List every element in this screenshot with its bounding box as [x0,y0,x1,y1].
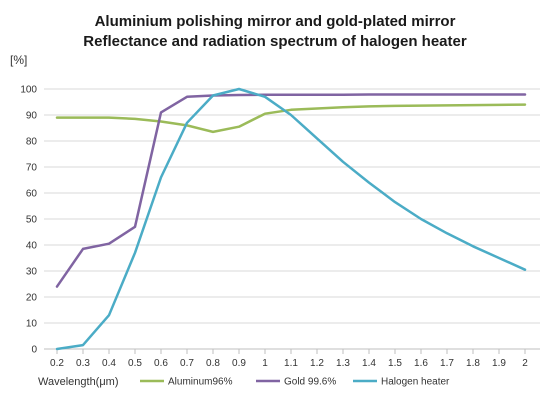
x-tick-label: 0.6 [154,358,168,369]
x-tick-label: 1.7 [440,358,454,369]
x-tick-label: 1.5 [388,358,402,369]
axes [44,348,540,354]
y-tick-label: 70 [26,163,38,174]
x-tick-labels: 0.2 0.3 0.4 0.5 0.6 0.7 0.8 0.9 1 1.1 1.2 1.3 1.4 1.5… [50,358,528,369]
x-tick-label: 1.9 [492,358,506,369]
x-tick-label: 1.4 [362,358,376,369]
x-tick-label: 0.7 [180,358,194,369]
y-tick-labels: 0 10 20 30 40 50 60 70 80 90 100 [20,85,37,356]
y-axis-unit-label: [%] [10,53,28,67]
series-line-halogen-heater [55,87,527,351]
y-tick-label: 30 [26,267,38,278]
x-axis-title: Wavelength(μm) [38,376,119,388]
y-tick-label: 20 [26,293,38,304]
x-tick-label: 0.4 [102,358,116,369]
series-line-gold-99-6 [55,93,527,288]
legend-label-aluminum96: Aluminum96% [168,377,233,388]
x-tick-label: 0.8 [206,358,220,369]
y-tick-label: 90 [26,111,38,122]
y-tick-label: 80 [26,137,38,148]
y-tick-label: 100 [20,85,37,96]
series-lines [55,87,527,351]
x-tick-label: 0.3 [76,358,90,369]
y-tick-label: 50 [26,215,38,226]
legend-label-gold-99-6: Gold 99.6% [284,377,336,388]
chart-title-block: Aluminium polishing mirror and gold-plat… [0,12,550,52]
x-tick-label: 0.2 [50,358,64,369]
x-tick-label: 1.8 [466,358,480,369]
chart-subtitle: Reflectance and radiation spectrum of ha… [83,33,467,50]
chart-title: Aluminium polishing mirror and gold-plat… [94,13,456,30]
x-tick-label: 1.1 [284,358,298,369]
x-tick-label: 1 [262,358,268,369]
x-tick-label: 1.2 [310,358,324,369]
x-tick-label: 1.3 [336,358,350,369]
y-tick-label: 60 [26,189,38,200]
legend-label-halogen-heater: Halogen heater [381,377,450,388]
y-tick-label: 40 [26,241,38,252]
x-tick-label: 0.9 [232,358,246,369]
x-tick-label: 1.6 [414,358,428,369]
legend: Aluminum96% Gold 99.6% Halogen heater [140,377,450,388]
x-tick-label: 0.5 [128,358,142,369]
series-line-aluminum96 [55,103,527,134]
grid-lines [44,88,540,324]
x-tick-label: 2 [522,358,528,369]
y-tick-label: 10 [26,319,38,330]
y-tick-label: 0 [31,345,37,356]
